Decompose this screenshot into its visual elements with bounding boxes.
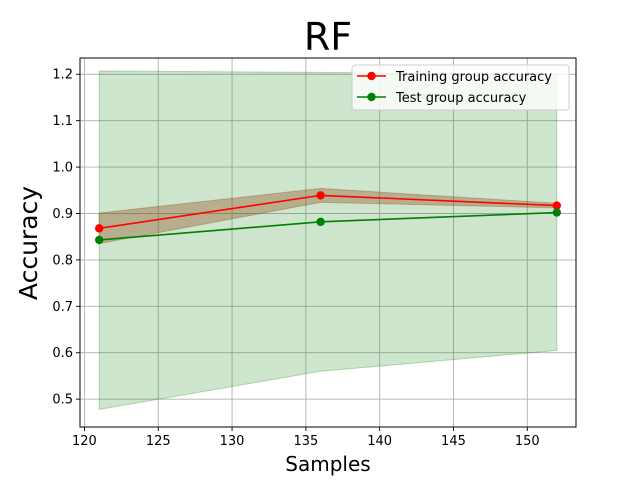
- y-tick-label: 1.2: [52, 68, 73, 83]
- point-training: [94, 224, 104, 233]
- point-training: [316, 191, 325, 200]
- y-tick-label: 1.0: [52, 161, 73, 176]
- x-tick-label: 150: [515, 434, 540, 449]
- y-axis-label: Accuracy: [14, 186, 43, 300]
- x-axis-ticks: 120 125 130 135 140 145 150: [72, 427, 540, 449]
- legend-marker-training: [367, 71, 376, 81]
- x-axis-label: Samples: [285, 452, 370, 476]
- legend-label-training: Training group accuracy: [395, 70, 552, 85]
- x-tick-label: 120: [72, 434, 97, 449]
- legend-marker-test: [367, 92, 376, 102]
- x-tick-label: 125: [146, 434, 171, 449]
- point-test: [316, 217, 325, 227]
- chart-title: RF: [304, 15, 352, 59]
- x-tick-label: 135: [293, 434, 318, 449]
- y-tick-label: 0.5: [52, 393, 73, 408]
- confidence-bands: [98, 70, 558, 410]
- x-tick-label: 145: [441, 434, 466, 449]
- y-tick-label: 0.7: [52, 300, 73, 315]
- x-tick-label: 140: [367, 434, 392, 449]
- y-tick-label: 0.8: [52, 253, 73, 268]
- point-test: [552, 208, 562, 217]
- plot-frame: [79, 57, 577, 428]
- y-tick-label: 1.1: [52, 114, 73, 129]
- band-test: [98, 70, 558, 410]
- legend: Training group accuracy Test group accur…: [351, 64, 570, 111]
- grid: [80, 58, 576, 427]
- legend-label-test: Test group accuracy: [395, 91, 527, 106]
- y-tick-label: 0.9: [52, 207, 73, 222]
- y-axis-ticks: 0.5 0.6 0.7 0.8 0.9 1.0 1.1 1.2: [52, 68, 80, 408]
- series-points: [94, 191, 562, 245]
- point-training: [552, 201, 562, 210]
- y-tick-label: 0.6: [52, 346, 73, 361]
- legend-box: [351, 64, 570, 111]
- x-tick-label: 130: [220, 434, 245, 449]
- point-test: [94, 235, 104, 245]
